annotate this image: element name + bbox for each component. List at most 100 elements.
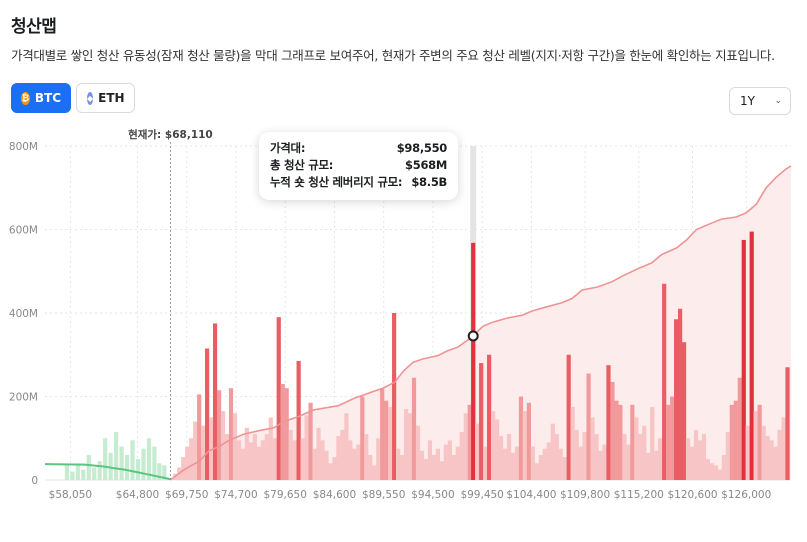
short-liquidation-bar (471, 242, 476, 480)
tab-eth[interactable]: ◆ ETH (76, 83, 135, 113)
hover-point-marker (467, 330, 479, 342)
time-range-select[interactable]: 1Y ⌄ (729, 87, 791, 115)
short-liquidation-bar (407, 413, 413, 480)
short-liquidation-bar (534, 463, 539, 480)
short-liquidation-bar (220, 411, 226, 480)
short-liquidation-bar (280, 383, 285, 480)
x-tick-label: $69,750 (165, 489, 208, 501)
short-liquidation-bar (558, 448, 563, 480)
short-liquidation-bar (415, 425, 421, 480)
short-liquidation-bar (487, 354, 492, 480)
tab-btc[interactable]: ₿ BTC (11, 83, 71, 113)
short-liquidation-bar (510, 452, 516, 480)
short-liquidation-bar (701, 434, 707, 480)
time-range-value: 1Y (740, 94, 755, 108)
short-liquidation-bar (578, 446, 583, 480)
tooltip-label: 가격대: (270, 141, 306, 155)
short-liquidation-bar (304, 415, 309, 480)
long-liquidation-bar (70, 471, 75, 480)
short-liquidation-bar (654, 450, 659, 480)
short-liquidation-bar (666, 404, 671, 480)
short-liquidation-bar (602, 444, 607, 480)
short-liquidation-bar (502, 448, 508, 480)
x-tick-label: $99,450 (460, 489, 503, 501)
short-liquidation-bar (300, 438, 305, 480)
short-liquidation-bar (729, 404, 734, 480)
short-liquidation-bar (197, 394, 202, 480)
short-liquidation-bar (721, 454, 726, 480)
y-tick-label: 200M (9, 392, 38, 404)
x-tick-label: $74,700 (214, 489, 257, 501)
long-liquidation-bar (124, 454, 130, 480)
short-liquidation-bar (494, 419, 500, 480)
short-liquidation-bar (773, 446, 778, 480)
short-liquidation-bar (181, 457, 186, 480)
short-liquidation-bar (189, 438, 194, 480)
long-liquidation-bar (103, 438, 108, 480)
short-liquidation-bar (201, 425, 206, 480)
short-liquidation-bar (232, 413, 238, 480)
short-liquidation-bar (272, 438, 277, 480)
short-liquidation-bar (526, 402, 532, 480)
long-liquidation-bar (97, 461, 102, 480)
short-liquidation-bar (427, 440, 433, 480)
short-liquidation-bar (324, 450, 329, 480)
bitcoin-icon: ₿ (21, 91, 30, 105)
x-tick-label: $64,800 (116, 489, 159, 501)
short-liquidation-bar (320, 440, 325, 480)
x-tick-label: $79,650 (264, 489, 307, 501)
short-liquidation-bar (490, 411, 496, 480)
short-liquidation-bar (423, 459, 429, 480)
short-liquidation-bar (284, 388, 289, 480)
short-liquidation-bar (662, 283, 667, 480)
short-liquidation-bar (518, 396, 524, 480)
short-liquidation-bar (570, 406, 575, 480)
short-liquidation-bar (264, 434, 269, 480)
short-liquidation-bar (538, 454, 543, 480)
short-liquidation-bar (340, 429, 345, 480)
short-liquidation-bar (606, 365, 611, 480)
short-liquidation-bar (364, 434, 369, 480)
tooltip-row-price: 가격대: $98,550 (270, 140, 447, 157)
long-liquidation-bar (108, 452, 113, 480)
chart-tooltip: 가격대: $98,550 총 청산 규모: $568M 누적 숏 청산 레버리지… (259, 132, 458, 200)
tooltip-row-cumulative: 누적 숏 청산 레버리지 규모: $8.5B (270, 174, 447, 191)
short-liquidation-bar (344, 413, 349, 480)
short-liquidation-bar (443, 444, 448, 480)
short-liquidation-bar (522, 411, 528, 480)
short-liquidation-bar (244, 427, 250, 480)
short-liquidation-bar (288, 429, 293, 480)
short-liquidation-bar (554, 434, 559, 480)
short-liquidation-bar (236, 440, 242, 480)
short-liquidation-bar (777, 429, 782, 480)
short-liquidation-bar (388, 406, 393, 480)
short-liquidation-bar (455, 446, 460, 480)
short-liquidation-bar (396, 448, 401, 480)
short-liquidation-bar (479, 363, 484, 480)
short-liquidation-bar (761, 425, 766, 480)
x-tick-label: $109,800 (560, 489, 610, 501)
short-liquidation-bar (717, 469, 722, 480)
short-liquidation-bar (642, 425, 647, 480)
x-tick-label: $58,050 (49, 489, 92, 501)
short-liquidation-bar (224, 434, 230, 480)
short-liquidation-bar (622, 434, 627, 480)
short-liquidation-bar (336, 436, 341, 480)
short-liquidation-bar (741, 239, 746, 480)
short-liquidation-bar (638, 434, 643, 480)
short-liquidation-bar (411, 377, 417, 480)
short-liquidation-bar (209, 417, 214, 480)
short-liquidation-bar (483, 446, 488, 480)
short-liquidation-bar (713, 465, 719, 480)
x-tick-label: $126,000 (721, 489, 771, 501)
short-liquidation-bar (216, 390, 222, 480)
long-liquidation-bar (75, 463, 80, 480)
short-liquidation-bar (566, 354, 571, 480)
short-liquidation-bar (328, 463, 333, 480)
short-liquidation-bar (372, 465, 377, 480)
short-liquidation-bar (693, 429, 699, 480)
ethereum-icon: ◆ (87, 91, 94, 105)
short-liquidation-bar (614, 400, 619, 480)
short-liquidation-bar (185, 446, 190, 480)
y-tick-label: 600M (9, 225, 38, 237)
